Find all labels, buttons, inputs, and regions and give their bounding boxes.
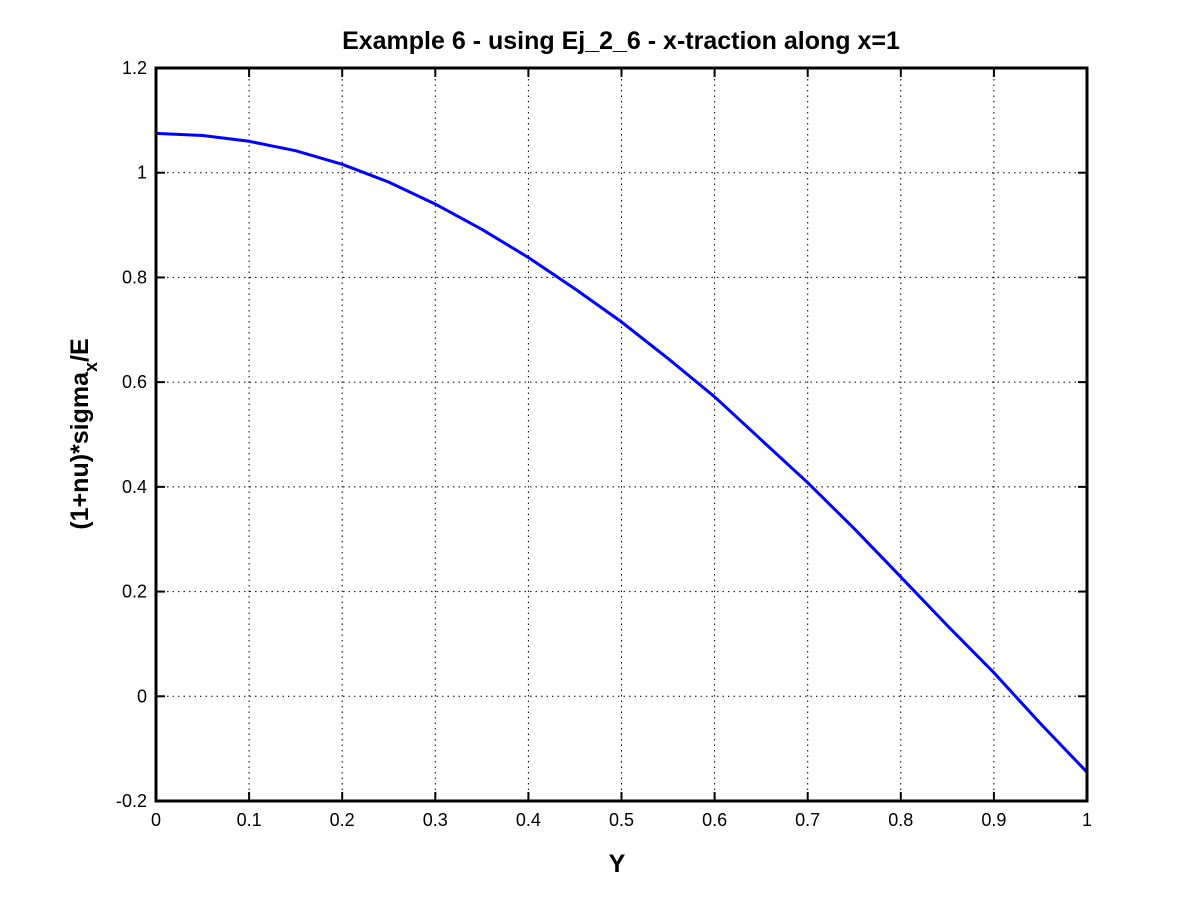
x-tick-label: 0.6 bbox=[702, 810, 727, 830]
plot-area bbox=[156, 68, 1087, 801]
x-axis-label: Y bbox=[609, 850, 626, 878]
y-axis-label-main: (1+nu)*sigma bbox=[66, 371, 94, 530]
x-tick-label: 0.5 bbox=[609, 810, 634, 830]
ticks bbox=[155, 67, 1088, 802]
y-tick-label: 0.4 bbox=[122, 477, 147, 497]
svg-text:(1+nu)*sigmax/E: (1+nu)*sigmax/E bbox=[66, 338, 101, 529]
y-tick-label: 1 bbox=[137, 163, 147, 183]
chart-title: Example 6 - using Ej_2_6 - x-traction al… bbox=[342, 27, 900, 55]
x-tick-label: 0.2 bbox=[330, 810, 355, 830]
x-tick-label: 0.7 bbox=[795, 810, 820, 830]
y-tick-label: 0 bbox=[137, 686, 147, 706]
x-tick-label: 0.3 bbox=[423, 810, 448, 830]
x-tick-label: 1 bbox=[1082, 810, 1092, 830]
series-line bbox=[154, 131, 1089, 774]
x-tick-label: 0.1 bbox=[237, 810, 262, 830]
series-layer bbox=[154, 131, 1089, 774]
y-tick-label: 1.2 bbox=[122, 58, 147, 78]
y-tick-labels: -0.2 0 0.2 0.4 0.6 0.8 1 1.2 bbox=[116, 58, 147, 811]
y-tick-label: 0.6 bbox=[122, 372, 147, 392]
grid bbox=[156, 68, 1087, 801]
y-axis-label: (1+nu)*sigmax/E bbox=[66, 338, 101, 529]
x-tick-labels: 0 0.1 0.2 0.3 0.4 0.5 0.6 0.7 0.8 0.9 1 bbox=[151, 810, 1092, 830]
y-tick-label: -0.2 bbox=[116, 791, 147, 811]
x-tick-label: 0.8 bbox=[888, 810, 913, 830]
y-tick-label: 0.2 bbox=[122, 582, 147, 602]
y-tick-label: 0.8 bbox=[122, 267, 147, 287]
y-axis-label-tail: /E bbox=[66, 338, 94, 362]
x-tick-label: 0.4 bbox=[516, 810, 541, 830]
x-tick-label: 0.9 bbox=[981, 810, 1006, 830]
y-axis-label-subscript: x bbox=[81, 362, 101, 372]
x-tick-label: 0 bbox=[151, 810, 161, 830]
